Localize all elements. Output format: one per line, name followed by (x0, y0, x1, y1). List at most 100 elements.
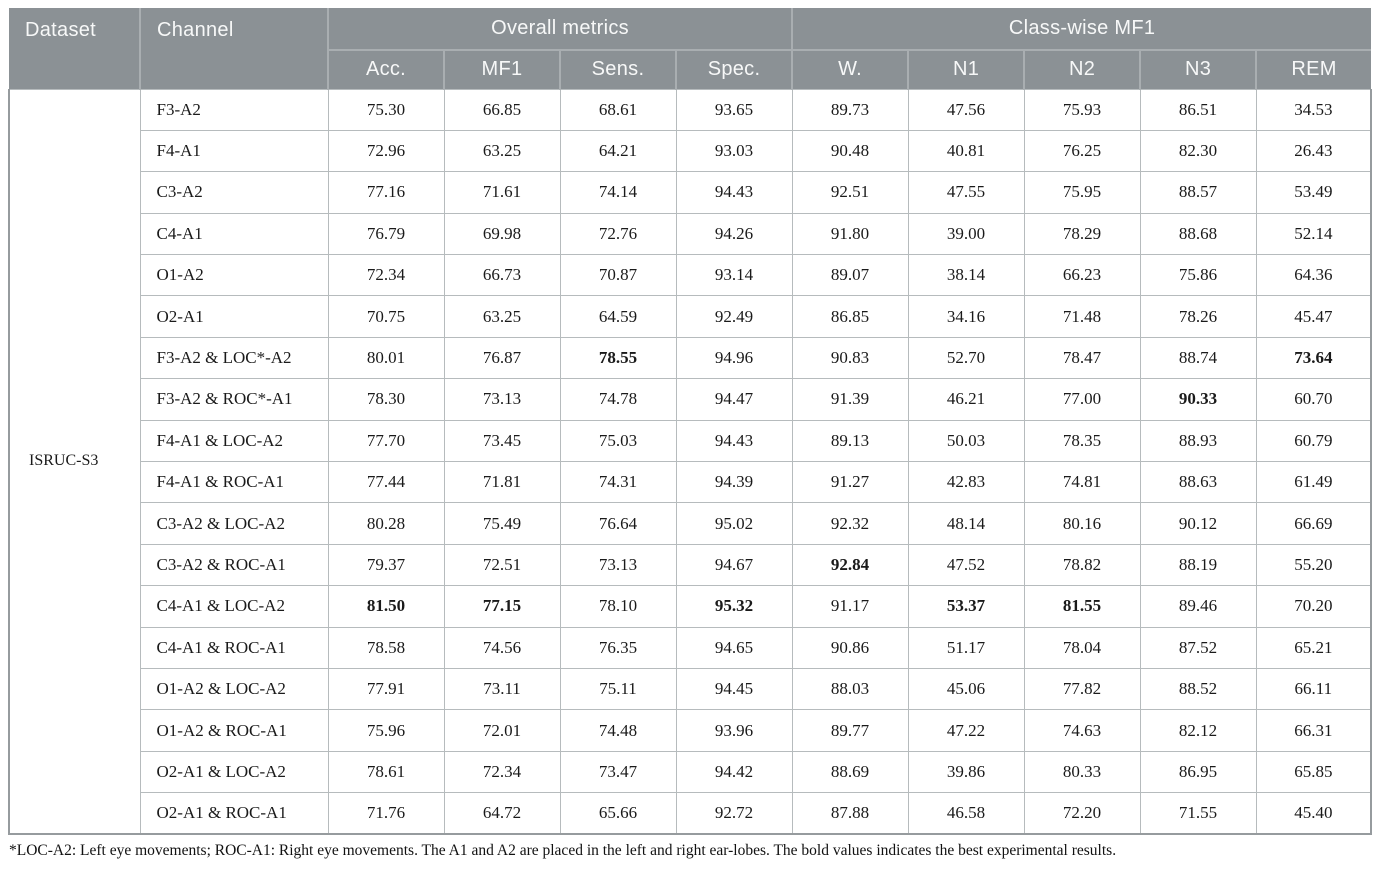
metric-cell: 60.70 (1255, 378, 1373, 421)
metric-cell: 88.68 (1139, 212, 1257, 256)
metric-cell: 76.35 (559, 626, 677, 669)
metric-cell: 76.25 (1023, 129, 1141, 173)
table-row: F3-A2 & LOC*-A2 80.01 76.87 78.55 94.96 90.83… (9, 336, 1373, 380)
table-row: O2-A1 70.75 63.25 64.59 92.49 86.85 34.16 71.48… (9, 295, 1373, 338)
metric-cell: 45.40 (1255, 792, 1373, 836)
metric-cell: 88.93 (1139, 419, 1257, 463)
metric-cell: 93.65 (675, 88, 793, 131)
metric-cell: 72.20 (1023, 792, 1141, 836)
metric-cell: 42.83 (907, 461, 1025, 504)
metric-cell: 94.67 (675, 543, 793, 587)
metric-cell: 90.48 (791, 129, 909, 173)
metric-cell: 90.33 (1139, 378, 1257, 421)
metric-cell: 81.50 (327, 585, 445, 628)
header-n1: N1 (907, 50, 1025, 89)
metric-cell: 89.46 (1139, 585, 1257, 628)
metric-cell: 92.51 (791, 171, 909, 214)
metric-cell: 66.85 (443, 88, 561, 131)
metric-cell: 52.70 (907, 336, 1025, 380)
header-spec: Spec. (674, 50, 793, 89)
metric-cell: 73.11 (443, 667, 561, 711)
metric-cell: 71.76 (327, 792, 445, 836)
table-row: F4-A1 72.96 63.25 64.21 93.03 90.48 40.81 76.25… (9, 129, 1373, 173)
metric-cell: 94.65 (675, 626, 793, 669)
metric-cell: 47.55 (907, 171, 1025, 214)
metric-cell: 73.47 (559, 750, 677, 794)
metric-cell: 64.36 (1255, 254, 1373, 297)
metric-cell: 74.56 (443, 626, 561, 669)
metric-cell: 65.85 (1255, 750, 1373, 794)
table-row: O1-A2 & LOC-A2 77.91 73.11 75.11 94.45 88.03 4… (9, 667, 1373, 711)
metric-cell: 78.10 (559, 585, 677, 628)
table-row: C3-A2 & ROC-A1 79.37 72.51 73.13 94.67 92.84 4… (9, 543, 1373, 587)
metric-cell: 77.00 (1023, 378, 1141, 421)
table-row: F4-A1 & LOC-A2 77.70 73.45 75.03 94.43 89.13 5… (9, 419, 1373, 463)
metric-cell: 88.57 (1139, 171, 1257, 214)
metric-cell: 39.86 (907, 750, 1025, 794)
metric-cell: 68.61 (559, 88, 677, 131)
metric-cell: 70.75 (327, 295, 445, 338)
metric-cell: 39.00 (907, 212, 1025, 256)
metric-cell: 77.91 (327, 667, 445, 711)
metric-cell: 76.87 (443, 336, 561, 380)
metric-cell: 53.49 (1255, 171, 1373, 214)
table-row: C4-A1 76.79 69.98 72.76 94.26 91.80 39.00 78.29… (9, 212, 1373, 256)
metric-cell: 78.47 (1023, 336, 1141, 380)
table-row: F3-A2 & ROC*-A1 78.30 73.13 74.78 94.47 91.39… (9, 378, 1373, 421)
header-dataset: Dataset (9, 8, 140, 89)
metric-cell: 75.03 (559, 419, 677, 463)
metric-cell: 45.06 (907, 667, 1025, 711)
metric-cell: 91.80 (791, 212, 909, 256)
metric-cell: 74.14 (559, 171, 677, 214)
table-row: O1-A2 72.34 66.73 70.87 93.14 89.07 38.14 66.23… (9, 254, 1373, 297)
channel-cell: F3-A2 & LOC*-A2 (139, 336, 329, 380)
channel-cell: F3-A2 & ROC*-A1 (139, 378, 329, 421)
metric-cell: 55.20 (1255, 543, 1373, 587)
header-sub-row: Acc. MF1 Sens. Spec. W. N1 N2 N3 REM (9, 50, 1372, 89)
header-overall-metrics-group: Overall metrics (326, 8, 793, 51)
header-n2: N2 (1023, 50, 1141, 89)
metric-cell: 94.42 (675, 750, 793, 794)
metric-cell: 75.86 (1139, 254, 1257, 297)
metric-cell: 72.34 (327, 254, 445, 297)
metric-cell: 63.25 (443, 129, 561, 173)
metric-cell: 91.27 (791, 461, 909, 504)
table-header: Dataset Channel Overall metrics Class-wi… (9, 8, 1372, 89)
metric-cell: 73.13 (559, 543, 677, 587)
metric-cell: 71.55 (1139, 792, 1257, 836)
channel-cell: C4-A1 (139, 212, 329, 256)
channel-cell: O1-A2 (139, 254, 329, 297)
metric-cell: 34.16 (907, 295, 1025, 338)
header-classwise-mf1-group: Class-wise MF1 (791, 8, 1372, 51)
table-row: O2-A1 & ROC-A1 71.76 64.72 65.66 92.72 87.88 4… (9, 792, 1373, 836)
metric-cell: 91.39 (791, 378, 909, 421)
metric-cell: 38.14 (907, 254, 1025, 297)
channel-cell: O2-A1 (139, 295, 329, 338)
metric-cell: 52.14 (1255, 212, 1373, 256)
metric-cell: 79.37 (327, 543, 445, 587)
metric-cell: 71.81 (443, 461, 561, 504)
metric-cell: 75.11 (559, 667, 677, 711)
metric-cell: 92.72 (675, 792, 793, 836)
metric-cell: 64.59 (559, 295, 677, 338)
metric-cell: 51.17 (907, 626, 1025, 669)
table-row: C4-A1 & LOC-A2 81.50 77.15 78.10 95.32 91.17 5… (9, 585, 1373, 628)
metric-cell: 74.78 (559, 378, 677, 421)
metric-cell: 65.21 (1255, 626, 1373, 669)
channel-cell: O1-A2 & LOC-A2 (139, 667, 329, 711)
metric-cell: 47.56 (907, 88, 1025, 131)
metric-cell: 48.14 (907, 502, 1025, 545)
metric-cell: 61.49 (1255, 461, 1373, 504)
metric-cell: 64.72 (443, 792, 561, 836)
metric-cell: 77.15 (443, 585, 561, 628)
header-sens: Sens. (559, 50, 676, 89)
channel-cell: C3-A2 (139, 171, 329, 214)
metric-cell: 94.26 (675, 212, 793, 256)
metric-cell: 46.58 (907, 792, 1025, 836)
metric-cell: 93.03 (675, 129, 793, 173)
metric-cell: 89.77 (791, 709, 909, 752)
metric-cell: 74.81 (1023, 461, 1141, 504)
metric-cell: 80.33 (1023, 750, 1141, 794)
metric-cell: 74.63 (1023, 709, 1141, 752)
